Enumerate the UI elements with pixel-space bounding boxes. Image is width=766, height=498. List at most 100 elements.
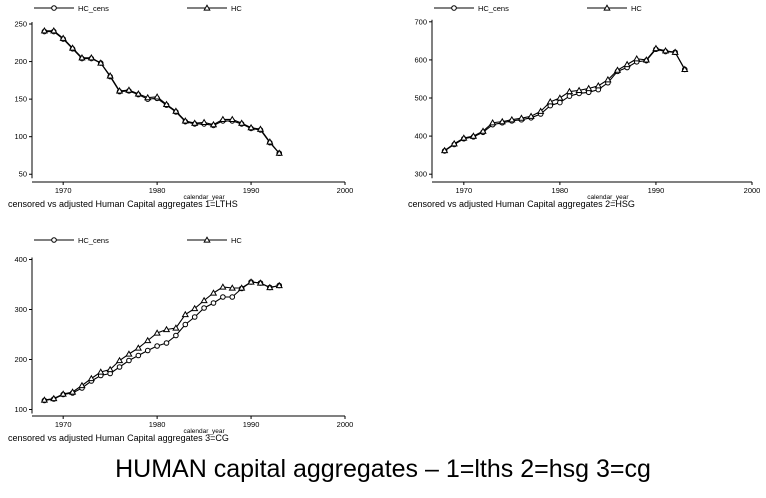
data-point-HC xyxy=(633,54,641,62)
data-point-HC_cens xyxy=(116,364,123,370)
x-tick-label: 2000 xyxy=(337,186,354,195)
x-tick-label: 1980 xyxy=(149,420,166,429)
data-point-HC xyxy=(144,336,152,344)
data-point-HC xyxy=(238,284,246,291)
y-tick-label: 300 xyxy=(414,170,427,179)
chart-panel-1: HC_cens HC 50 100 150 200 250 1970 1980 1990 2000 c… xyxy=(8,4,354,209)
data-point-HC xyxy=(106,365,114,373)
data-point-HC xyxy=(68,44,77,51)
y-tick-label: 500 xyxy=(414,94,427,103)
data-point-HC xyxy=(97,59,105,66)
y-tick-label: 200 xyxy=(14,355,27,364)
data-point-HC xyxy=(527,112,535,119)
x-tick-label: 2000 xyxy=(337,420,354,429)
data-point-HC xyxy=(115,87,124,94)
series-HC xyxy=(40,278,283,403)
panel-title: censored vs adjusted Human Capital aggre… xyxy=(408,199,635,209)
data-point-HC_cens xyxy=(135,352,142,359)
figure-title: HUMAN capital aggregates – 1=lths 2=hsg … xyxy=(115,455,651,483)
data-point-HC xyxy=(181,310,189,318)
x-tick-label: 1980 xyxy=(552,186,569,195)
data-point-HC_cens xyxy=(557,99,563,106)
data-point-HC_cens xyxy=(210,300,217,306)
data-point-HC xyxy=(508,115,516,123)
data-point-HC xyxy=(604,75,612,83)
legend-marker-HC_cens xyxy=(451,5,457,11)
y-tick-label: 50 xyxy=(19,170,27,179)
legend: HC_cens HC xyxy=(34,4,242,13)
data-point-HC xyxy=(172,324,180,331)
series-HC_cens xyxy=(41,279,283,404)
data-point-HC xyxy=(275,281,283,289)
series-line-HC xyxy=(44,30,280,154)
data-point-HC xyxy=(200,296,208,304)
data-point-HC xyxy=(97,368,105,375)
y-tick-label: 400 xyxy=(14,255,27,264)
data-point-HC xyxy=(172,107,180,114)
data-point-HC xyxy=(469,132,478,139)
series-HC_cens xyxy=(41,28,283,157)
panel-title: censored vs adjusted Human Capital aggre… xyxy=(8,433,229,443)
data-point-HC_cens xyxy=(144,347,151,354)
y-tick-label: 600 xyxy=(414,55,427,64)
data-point-HC xyxy=(488,118,497,126)
legend-marker-HC xyxy=(603,4,611,11)
data-point-HC xyxy=(228,284,236,291)
data-point-HC_cens xyxy=(566,93,573,99)
data-point-HC xyxy=(219,283,227,290)
data-point-HC xyxy=(87,54,96,61)
x-tick-label: 1990 xyxy=(243,186,260,195)
data-point-HC xyxy=(517,114,526,121)
data-point-HC_cens xyxy=(163,340,170,346)
data-point-HC_cens xyxy=(182,321,189,328)
legend-label-HC: HC xyxy=(631,4,642,13)
data-point-HC xyxy=(681,65,689,73)
y-tick-label: 400 xyxy=(414,132,427,141)
legend-label-HC: HC xyxy=(231,236,242,245)
data-point-HC xyxy=(40,396,49,403)
x-tick-label: 1990 xyxy=(648,186,665,195)
legend-marker-HC_cens xyxy=(51,237,57,243)
data-point-HC xyxy=(153,329,161,336)
data-point-HC xyxy=(125,350,133,357)
data-point-HC xyxy=(238,119,246,126)
data-point-HC xyxy=(68,388,77,395)
y-tick-label: 250 xyxy=(14,20,27,29)
data-point-HC xyxy=(78,381,86,389)
data-point-HC xyxy=(115,356,124,364)
data-point-HC xyxy=(40,26,49,34)
data-point-HC xyxy=(106,72,114,79)
y-tick-label: 100 xyxy=(14,132,27,141)
data-point-HC_cens xyxy=(154,343,160,349)
legend-marker-HC xyxy=(203,236,211,243)
legend: HC_cens HC xyxy=(434,4,642,13)
data-point-HC xyxy=(652,44,660,52)
series-HC xyxy=(40,26,283,156)
data-point-HC xyxy=(209,289,218,296)
y-tick-label: 700 xyxy=(414,17,427,26)
data-point-HC xyxy=(191,304,199,312)
data-point-HC_cens xyxy=(126,357,132,364)
data-point-HC xyxy=(275,149,283,156)
data-point-HC xyxy=(247,278,255,285)
x-tick-label: 1970 xyxy=(55,420,72,429)
data-point-HC xyxy=(671,48,679,55)
data-point-HC xyxy=(162,325,171,333)
data-point-HC xyxy=(594,82,602,89)
data-point-HC xyxy=(450,139,458,147)
legend-label-HC_cens: HC_cens xyxy=(78,4,109,13)
legend-marker-HC xyxy=(203,4,211,11)
data-point-HC xyxy=(266,138,274,145)
data-point-HC xyxy=(460,134,468,141)
panel-title: censored vs adjusted Human Capital aggre… xyxy=(8,199,238,209)
data-point-HC xyxy=(59,390,67,397)
data-point-HC xyxy=(50,394,58,402)
data-point-HC xyxy=(125,86,133,93)
data-point-HC xyxy=(153,93,161,100)
x-tick-label: 1970 xyxy=(55,186,72,195)
y-tick-label: 100 xyxy=(14,405,27,414)
data-point-HC xyxy=(575,86,583,93)
data-point-HC xyxy=(565,87,574,95)
data-point-HC xyxy=(209,120,218,128)
x-axis-label: calendar_year xyxy=(587,194,629,201)
